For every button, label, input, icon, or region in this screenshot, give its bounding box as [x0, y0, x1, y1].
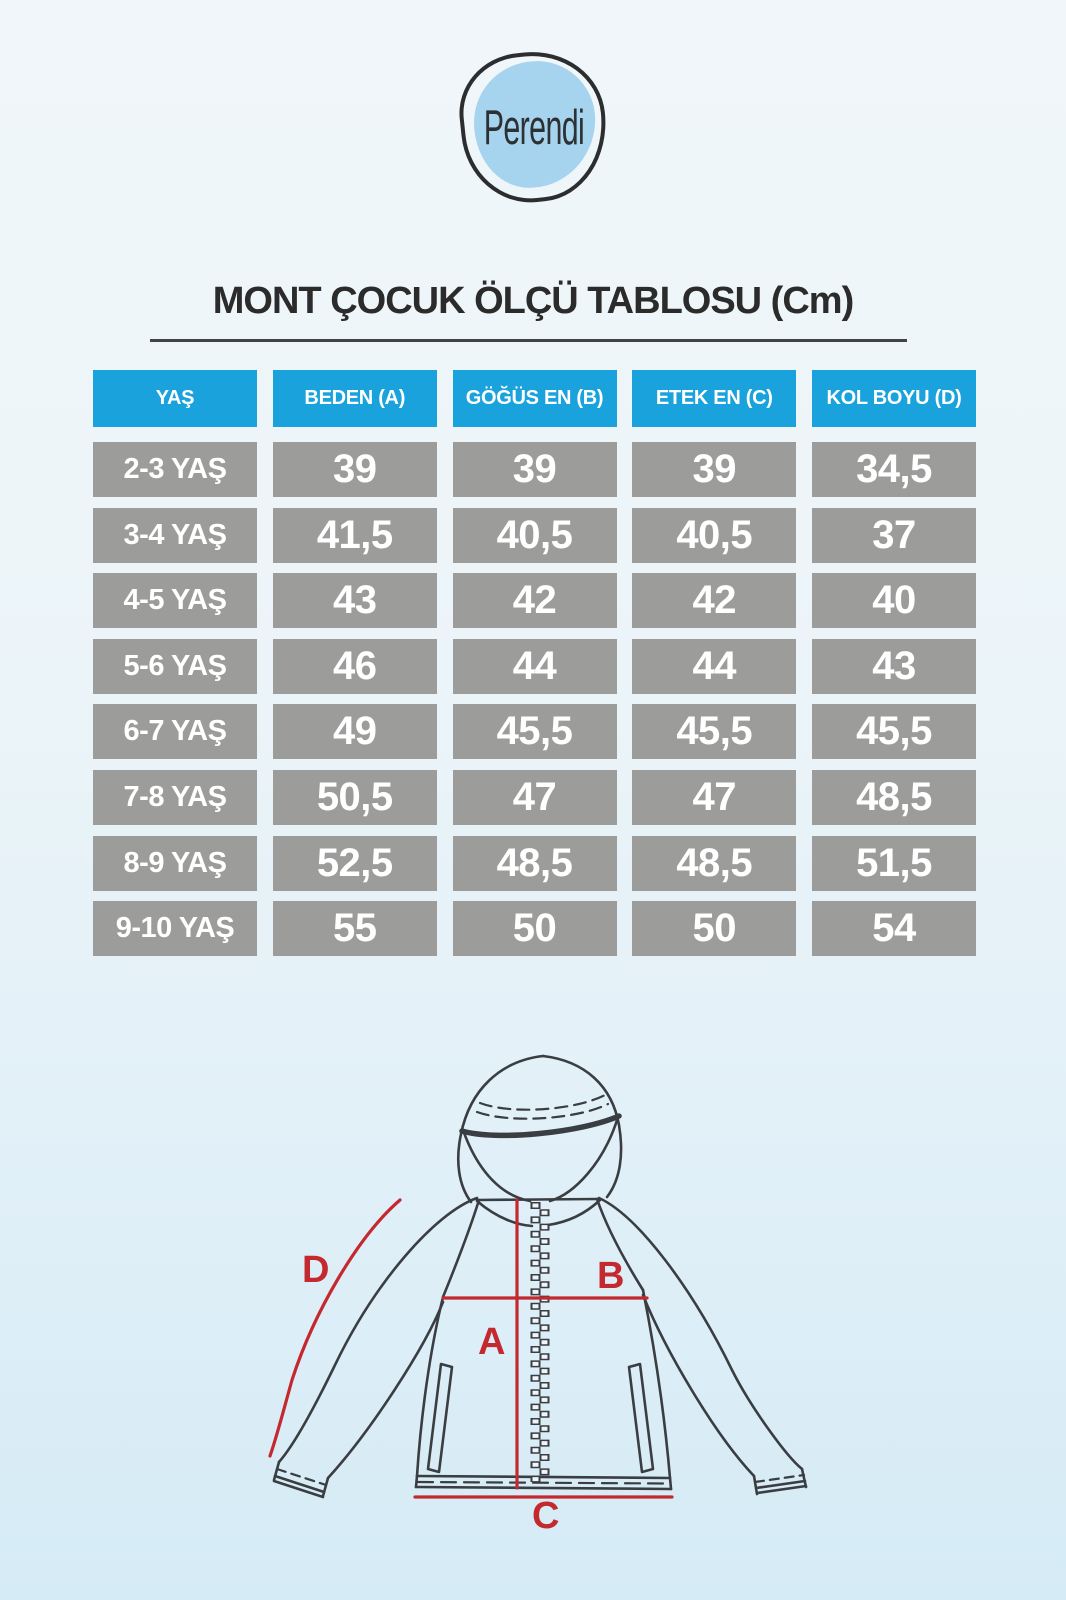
table-cell-value: 45,5 [812, 704, 976, 760]
brand-logo: Perendi [453, 44, 614, 210]
table-cell-value: 40,5 [632, 507, 797, 563]
table-cell-value: 39 [452, 442, 617, 497]
table-cell-value: 47 [452, 769, 617, 825]
left-sleeve [272, 1196, 479, 1499]
body-left-edge [415, 1295, 445, 1478]
measure-label-b: B [597, 1255, 624, 1297]
table-cell-value: 48,5 [452, 835, 617, 891]
measure-label-c: C [532, 1495, 559, 1537]
row-label: 4-5 YAŞ [93, 573, 257, 629]
table-cell-value: 39 [632, 442, 797, 497]
row-label: 3-4 YAŞ [93, 507, 257, 563]
zipper [530, 1202, 550, 1482]
table-cell-value: 50 [632, 901, 797, 957]
table-cell-value: 46 [272, 638, 437, 694]
table-cell-value: 41,5 [272, 507, 437, 563]
table-cell-value: 48,5 [812, 769, 976, 825]
table-cell-value: 45,5 [452, 704, 617, 760]
table-cell-value: 55 [272, 901, 437, 957]
row-label: 7-8 YAŞ [93, 769, 257, 825]
title-underline [150, 339, 907, 342]
table-cell-value: 40,5 [452, 507, 617, 563]
table-cell-value: 54 [812, 901, 976, 957]
table-body: 2-3 YAŞ 39 39 39 34,5 3-4 YAŞ 41,5 40,5 … [93, 442, 976, 957]
hem-band [414, 1474, 673, 1491]
table-cell-value: 47 [632, 769, 797, 825]
table-cell-value: 40 [812, 573, 976, 629]
left-pocket [426, 1362, 454, 1474]
table-cell-value: 50,5 [272, 769, 437, 825]
brand-name: Perendi [483, 100, 585, 155]
right-pocket [627, 1362, 655, 1474]
row-label: 6-7 YAŞ [93, 704, 257, 760]
table-cell-value: 34,5 [812, 442, 976, 497]
hood [456, 1054, 623, 1204]
row-label: 9-10 YAŞ [93, 901, 257, 957]
brand-name-wrap: Perendi [461, 52, 607, 203]
row-label: 5-6 YAŞ [93, 638, 257, 694]
table-cell-value: 52,5 [272, 835, 437, 891]
table-cell-value: 43 [812, 638, 976, 694]
table-cell-value: 48,5 [632, 835, 797, 891]
collar-outline [475, 1197, 602, 1228]
row-label: 2-3 YAŞ [93, 442, 257, 497]
column-header-chest: GÖĞÜS EN (B) [452, 370, 617, 427]
table-header-row: YAŞ BEDEN (A) GÖĞÜS EN (B) ETEK EN (C) K… [93, 370, 976, 427]
table-cell-value: 42 [452, 573, 617, 629]
table-cell-value: 44 [452, 638, 617, 694]
table-cell-value: 37 [812, 507, 976, 563]
measure-label-a: A [478, 1321, 505, 1363]
column-header-length: BEDEN (A) [272, 370, 437, 427]
right-sleeve [597, 1196, 808, 1496]
measure-label-d: D [302, 1249, 329, 1291]
size-table: YAŞ BEDEN (A) GÖĞÜS EN (B) ETEK EN (C) K… [93, 370, 976, 957]
left-raglan-seam [441, 1198, 481, 1299]
page-title: MONT ÇOCUK ÖLÇÜ TABLOSU (Cm) [212, 280, 854, 322]
measure-line-d [268, 1198, 402, 1458]
body-right-edge [641, 1288, 672, 1480]
right-raglan-seam [595, 1197, 645, 1292]
jacket-diagram: D B A C [268, 1054, 808, 1537]
table-cell-value: 44 [632, 638, 797, 694]
row-label: 8-9 YAŞ [93, 835, 257, 891]
column-header-sleeve: KOL BOYU (D) [812, 370, 976, 427]
column-header-hem: ETEK EN (C) [632, 370, 797, 427]
table-cell-value: 43 [272, 573, 437, 629]
table-cell-value: 49 [272, 704, 437, 760]
table-cell-value: 51,5 [812, 835, 976, 891]
table-cell-value: 39 [272, 442, 437, 497]
column-header-age: YAŞ [93, 370, 257, 427]
table-cell-value: 42 [632, 573, 797, 629]
table-cell-value: 50 [452, 901, 617, 957]
table-cell-value: 45,5 [632, 704, 797, 760]
